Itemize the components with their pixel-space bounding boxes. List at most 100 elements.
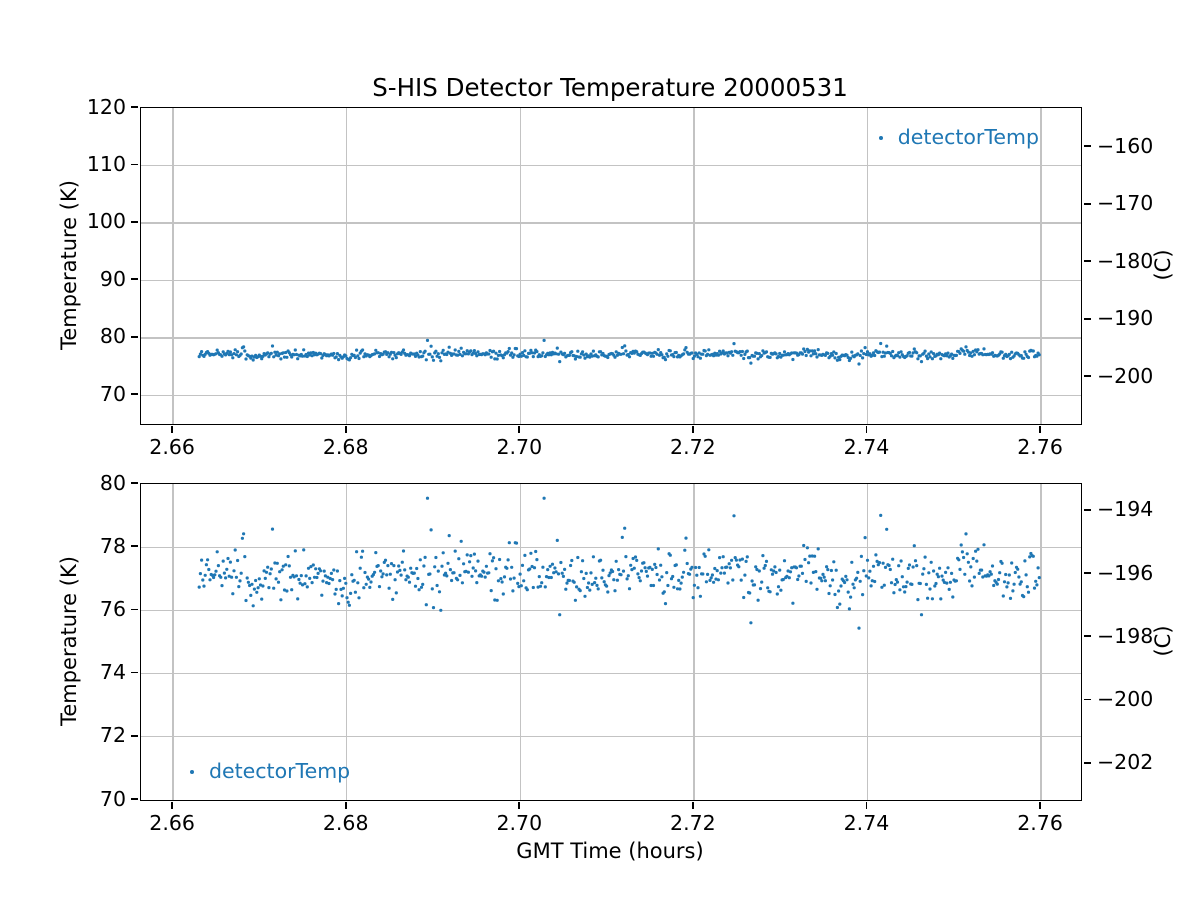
- data-point: [614, 559, 618, 563]
- y-tick-label: 90: [99, 266, 126, 291]
- data-point: [424, 603, 428, 607]
- data-point: [391, 357, 395, 361]
- data-point: [227, 574, 231, 578]
- data-point: [214, 569, 218, 573]
- data-point: [429, 344, 433, 348]
- data-point: [464, 569, 468, 573]
- data-point: [595, 583, 599, 587]
- data-point: [823, 353, 828, 357]
- data-point: [800, 571, 805, 575]
- data-point: [297, 577, 301, 582]
- data-point: [684, 536, 688, 540]
- data-point: [212, 575, 216, 580]
- data-point: [982, 347, 986, 351]
- data-point: [356, 581, 360, 585]
- data-point: [323, 574, 327, 578]
- data-point: [383, 558, 388, 562]
- data-point: [964, 345, 968, 349]
- data-point: [791, 601, 795, 605]
- gridline-horizontal: [141, 672, 1081, 675]
- data-point: [945, 581, 949, 585]
- data-point: [373, 352, 377, 356]
- data-point: [294, 352, 299, 357]
- data-point: [859, 349, 864, 353]
- data-point: [320, 356, 324, 360]
- data-point: [555, 346, 559, 350]
- x-tick-label: 2.72: [670, 435, 716, 459]
- data-point: [768, 590, 772, 594]
- data-point: [204, 563, 208, 567]
- right-axis-label-top: (C): [1151, 249, 1175, 281]
- x-tick-label: 2.76: [1017, 435, 1063, 459]
- y-axis-label-bottom: Temperature (K): [57, 556, 81, 726]
- data-point: [357, 596, 361, 600]
- data-point: [535, 350, 539, 354]
- data-point: [226, 556, 230, 561]
- data-point: [439, 608, 443, 612]
- data-point: [236, 558, 240, 563]
- data-point: [446, 561, 450, 565]
- data-point: [804, 579, 808, 583]
- data-point: [613, 589, 617, 593]
- data-point: [778, 351, 782, 356]
- data-point: [337, 602, 341, 606]
- data-point: [706, 572, 710, 576]
- data-point: [666, 354, 670, 358]
- data-point: [725, 565, 729, 569]
- data-point: [590, 354, 594, 358]
- data-point: [425, 496, 430, 500]
- data-point: [582, 576, 586, 581]
- data-point: [308, 576, 312, 580]
- data-point: [355, 348, 359, 352]
- y-tick-label: 100: [86, 209, 126, 234]
- data-point: [690, 565, 694, 569]
- data-point: [1016, 567, 1020, 571]
- data-point: [846, 355, 850, 360]
- data-point: [781, 577, 785, 582]
- data-point: [496, 579, 500, 583]
- data-point: [867, 576, 871, 580]
- data-point: [1008, 596, 1013, 600]
- data-point: [401, 348, 406, 352]
- legend-top: detectorTemp: [872, 125, 1039, 149]
- data-point: [822, 575, 826, 579]
- data-point: [431, 606, 436, 610]
- data-point: [331, 578, 335, 582]
- data-point: [660, 353, 664, 357]
- data-point: [386, 564, 390, 568]
- data-point: [865, 558, 870, 562]
- data-point: [642, 561, 646, 565]
- data-point: [625, 577, 629, 581]
- data-point: [885, 527, 889, 531]
- data-point: [974, 549, 978, 553]
- data-point: [665, 571, 669, 575]
- data-point: [541, 351, 545, 355]
- y-tick-label: 120: [86, 94, 126, 119]
- data-point: [464, 352, 468, 356]
- data-point: [498, 349, 502, 354]
- data-point: [659, 563, 663, 567]
- data-point: [1035, 354, 1039, 358]
- legend-label: detectorTemp: [209, 759, 351, 783]
- data-point: [730, 558, 734, 562]
- data-point: [1031, 349, 1035, 353]
- data-point: [727, 562, 731, 566]
- data-point: [888, 567, 892, 572]
- data-point: [322, 569, 326, 573]
- data-point: [791, 357, 795, 362]
- data-point: [570, 350, 574, 354]
- data-point: [591, 555, 595, 559]
- data-point: [722, 571, 727, 575]
- data-point: [923, 555, 927, 559]
- data-point: [459, 346, 463, 350]
- data-point: [674, 350, 678, 355]
- data-point: [889, 354, 894, 358]
- data-point: [494, 351, 498, 355]
- data-point: [678, 587, 682, 591]
- data-point: [938, 351, 942, 355]
- data-point: [475, 354, 479, 358]
- data-point: [911, 565, 915, 569]
- data-point: [680, 575, 684, 579]
- data-point: [435, 354, 439, 358]
- data-point: [900, 575, 904, 579]
